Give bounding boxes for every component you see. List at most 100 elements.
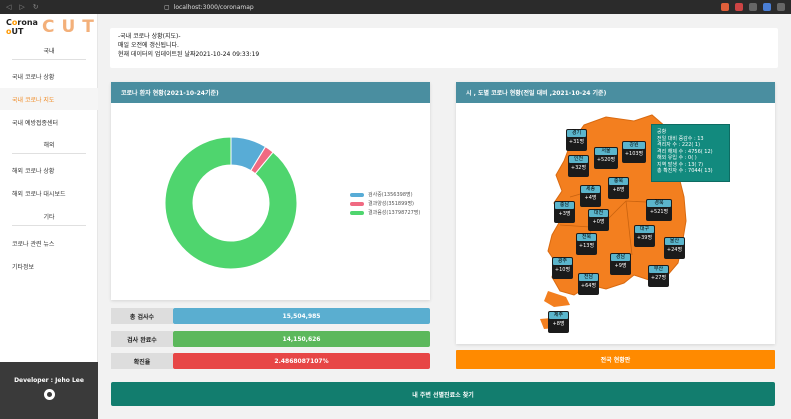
region-daegu[interactable]: 대구 +39명 [634, 225, 655, 247]
region-count: +24명 [666, 247, 683, 253]
region-count: +31명 [568, 139, 585, 145]
legend-item: 결과음성(13798727명) [350, 208, 420, 217]
stat-label: 검사 완료수 [111, 331, 173, 347]
region-count: +520명 [596, 157, 616, 163]
sidebar-item-domestic-map[interactable]: 국내 코로나 지도 [0, 88, 98, 110]
stat-completed-tests: 검사 완료수 14,150,626 [111, 331, 430, 347]
region-chungnam[interactable]: 충남 +3명 [554, 201, 575, 223]
tooltip-line: 총 확진자 수 : 7044( 13) [657, 168, 713, 174]
tooltip-line: 전일 대비 증감수 : 13 [657, 135, 704, 142]
region-jeonbuk[interactable]: 전북 +13명 [576, 233, 597, 255]
region-chungbuk[interactable]: 충북 +8명 [608, 177, 629, 199]
logo[interactable]: Corona oUT CUT [4, 16, 96, 44]
region-name: 경북 [647, 200, 671, 207]
region-count: +0명 [592, 219, 605, 225]
section-domestic: 국내 [43, 48, 55, 55]
menu-icon[interactable] [777, 3, 785, 11]
sidebar-item-news[interactable]: 코로나 관련 뉴스 [12, 240, 55, 248]
region-count: +64명 [580, 283, 597, 289]
region-name: 경남 [611, 254, 630, 261]
shield-icon[interactable] [721, 3, 729, 11]
region-busan[interactable]: 부산 +27명 [648, 265, 669, 287]
tooltip-title: 공항 [657, 129, 667, 135]
region-incheon[interactable]: 인천 +32명 [568, 155, 589, 177]
tooltip-line: 격리 해제 수 : 4756( 12) [657, 148, 713, 155]
patients-panel-title: 코로나 환자 현황(2021-10-24기준) [111, 82, 430, 103]
divider [12, 153, 86, 154]
region-count: +103명 [624, 151, 644, 157]
sidebar-item-other-info[interactable]: 기타정보 [12, 263, 35, 271]
region-ulsan[interactable]: 울산 +24명 [664, 237, 685, 259]
region-daejeon[interactable]: 대전 +0명 [588, 209, 609, 231]
browser-nav: ◁ ▷ ↻ [6, 3, 64, 11]
developer-name: Developer : Jeho Lee [14, 377, 84, 384]
region-jeju[interactable]: 제주 +8명 [548, 311, 569, 333]
region-name: 대구 [635, 226, 654, 233]
region-count: +10명 [554, 267, 571, 273]
region-gwangju[interactable]: 광주 +10명 [552, 257, 573, 279]
forward-icon[interactable]: ▷ [19, 3, 25, 11]
back-icon[interactable]: ◁ [6, 3, 12, 11]
reload-icon[interactable]: ↻ [32, 3, 39, 11]
stat-total-tests: 총 검사수 15,504,985 [111, 308, 430, 324]
region-name: 전북 [577, 234, 596, 241]
region-gyeongnam[interactable]: 경남 +9명 [610, 253, 631, 275]
divider [12, 59, 86, 60]
region-name: 전남 [579, 274, 598, 281]
sidebar-item-vaccination-center[interactable]: 국내 예방접종센터 [12, 119, 59, 127]
logo-cut: CUT [42, 17, 101, 37]
sidebar-item-overseas-status[interactable]: 해외 코로나 상황 [12, 167, 55, 175]
address-bar[interactable]: ▢ localhost:3000/coronamap [164, 4, 254, 11]
region-gyeonggi[interactable]: 경기 +31명 [566, 129, 587, 151]
stat-value: 15,504,985 [173, 308, 430, 324]
legend-swatch [350, 210, 364, 215]
legend-swatch [350, 201, 364, 206]
region-count: +3명 [558, 211, 571, 217]
donut-slice-2[interactable] [164, 136, 298, 270]
region-name: 충북 [609, 178, 628, 185]
region-count: +8명 [612, 187, 625, 193]
stat-positive-rate: 확진율 2.4868087107% [111, 353, 430, 369]
profile-icon[interactable] [763, 3, 771, 11]
notice-updated: 현재 데이터의 업데이트된 날짜2021-10-24 09:33:19 [118, 51, 260, 58]
region-jeonnam[interactable]: 전남 +64명 [578, 273, 599, 295]
sidebar: Corona oUT CUT 국내 국내 코로나 상황 국내 코로나 지도 국내… [0, 14, 98, 419]
section-overseas: 해외 [43, 142, 55, 149]
patients-donut-chart [164, 136, 298, 270]
alert-icon[interactable] [735, 3, 743, 11]
region-count: +13명 [578, 243, 595, 249]
extension-icon[interactable] [749, 3, 757, 11]
region-gangwon[interactable]: 강원 +103명 [622, 141, 646, 163]
region-name: 세종 [581, 186, 600, 193]
tooltip-line: 지역 발생 수 : 13( 7) [657, 161, 704, 168]
section-other: 기타 [43, 214, 55, 221]
divider [12, 225, 86, 226]
korea-map: 경기 +31명 인천 +32명 서울 +520명 강원 +103명 충북 +8명 세종 +4… [456, 105, 775, 345]
region-count: +521명 [649, 209, 669, 215]
legend-item: 검사중(1356398명) [350, 190, 420, 199]
stat-label: 확진율 [111, 353, 173, 369]
region-name: 부산 [649, 266, 668, 273]
find-clinic-button[interactable]: 내 주변 선별진료소 찾기 [111, 382, 775, 406]
tooltip-line: 해외 유입 수 : 0( ) [657, 155, 697, 161]
region-gyeongbuk[interactable]: 경북 +521명 [646, 199, 672, 221]
sidebar-item-domestic-status[interactable]: 국내 코로나 상황 [12, 73, 55, 81]
sidebar-item-overseas-dashboard[interactable]: 해외 코로나 대시보드 [12, 190, 66, 198]
stat-value: 14,150,626 [173, 331, 430, 347]
region-name: 인천 [569, 156, 588, 163]
legend-swatch [350, 192, 364, 197]
region-count: +8명 [552, 321, 565, 327]
url-text: localhost:3000/coronamap [173, 3, 254, 11]
notice-desc: 매일 오전에 갱신됩니다. [118, 42, 179, 49]
region-count: +4명 [584, 195, 597, 201]
region-tooltip: 공항 전일 대비 증감수 : 13 격리자 수 : 222( 1) 격리 해제 … [651, 124, 730, 182]
browser-toolbar: ◁ ▷ ↻ ▢ localhost:3000/coronamap [0, 0, 791, 14]
logo-out: oUT [6, 27, 24, 36]
region-sejong[interactable]: 세종 +4명 [580, 185, 601, 207]
developer-footer: Developer : Jeho Lee [0, 362, 98, 419]
region-seoul[interactable]: 서울 +520명 [594, 147, 618, 169]
github-icon[interactable] [43, 389, 55, 400]
national-dashboard-button[interactable]: 전국 현황판 [456, 350, 775, 369]
region-name: 서울 [595, 148, 617, 155]
region-name: 대전 [589, 210, 608, 217]
